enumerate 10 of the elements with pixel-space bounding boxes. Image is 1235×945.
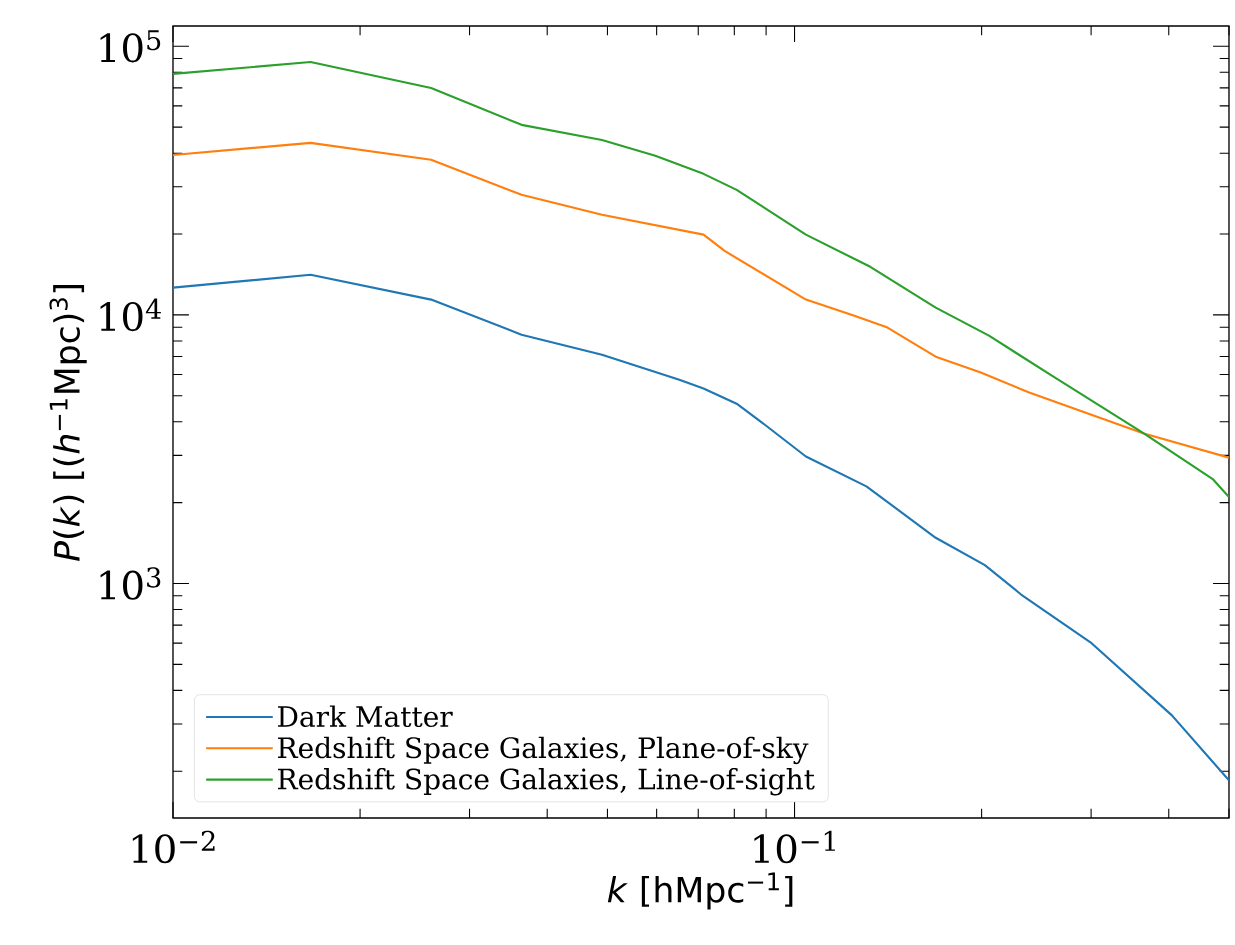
text: P(k) [(h$^{−1}$Mpc)$^{3}$] — [49, 285, 87, 561]
legend-label: Redshift Space Galaxies, Plane-of-sky — [278, 736, 809, 765]
legend-label: Redshift Space Galaxies, Line-of-sight — [278, 767, 815, 796]
legend-label: Dark Matter — [278, 705, 453, 728]
x-tick-label: 10$^{−2}$ — [132, 830, 215, 864]
y-tick-label: 10$^{4}$ — [100, 298, 161, 332]
y-tick-label: 10$^{5}$ — [100, 30, 161, 63]
y-tick-label: 10$^{3}$ — [100, 567, 161, 600]
x-tick-label: 10$^{−1}$ — [754, 830, 835, 864]
x-axis-title: k [hMpc$^{−1}$] — [607, 872, 793, 910]
